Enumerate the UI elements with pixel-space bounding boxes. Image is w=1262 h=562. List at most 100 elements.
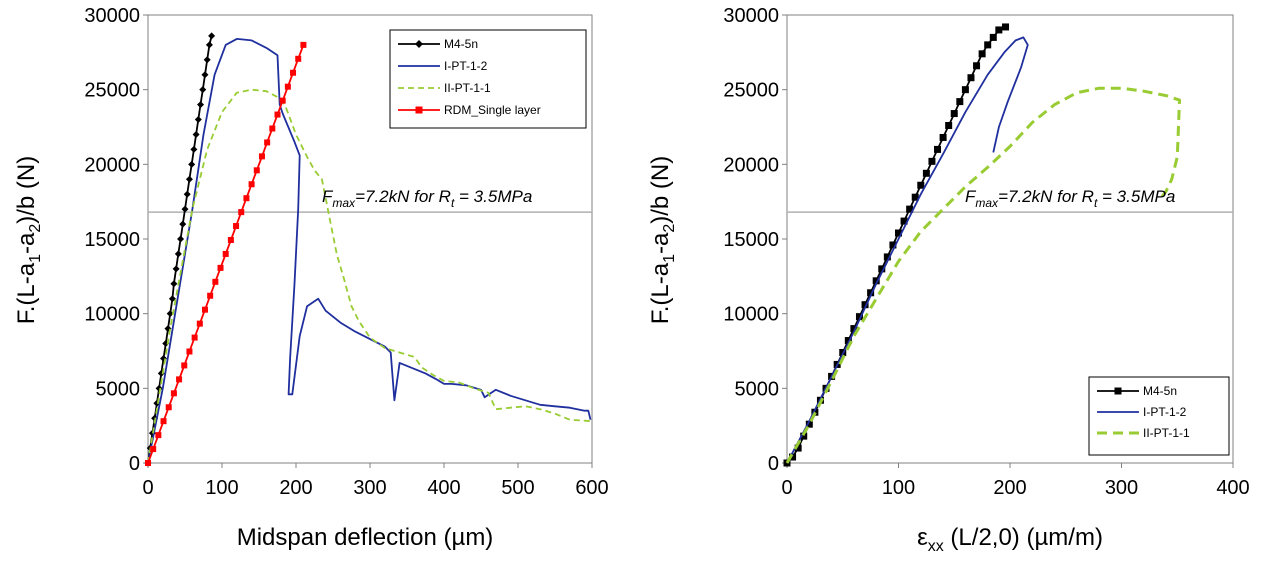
x-tick-label: 400	[1216, 477, 1249, 499]
x-tick-label: 600	[575, 477, 608, 499]
y-axis-title-right: F.(L-a1-a2)/b (N)	[647, 156, 678, 325]
legend-label: M4-5n	[1143, 384, 1177, 398]
legend-swatch-marker	[415, 40, 423, 48]
legend-label: I-PT-1-2	[1143, 405, 1187, 419]
data-point	[199, 86, 207, 94]
data-point	[186, 348, 193, 355]
data-point	[989, 33, 997, 41]
y-tick-label: 15000	[723, 229, 779, 251]
data-point	[191, 334, 198, 341]
data-point	[274, 111, 281, 118]
data-point	[197, 101, 205, 109]
series-line	[785, 86, 1181, 464]
data-point	[984, 41, 992, 49]
x-axis-title-left: Midspan deflection (µm)	[237, 524, 494, 551]
data-point	[934, 145, 942, 153]
data-point	[867, 289, 875, 297]
data-point	[183, 190, 191, 198]
data-point	[190, 145, 198, 153]
chart-panel-1: 0 5000 10000 15000 20000 25000 30000 0 100 200 300…	[84, 5, 608, 499]
annotation-f: F	[322, 187, 334, 206]
y-tick-label: 30000	[84, 5, 140, 27]
data-point	[258, 153, 265, 160]
y-tick-label: 20000	[723, 154, 779, 176]
y-tick-label: 0	[768, 453, 779, 475]
data-point	[196, 320, 203, 327]
data-point	[295, 55, 302, 62]
x-tick-label: 100	[882, 477, 915, 499]
data-point	[243, 195, 250, 202]
data-point	[284, 83, 291, 90]
series-line	[786, 36, 1029, 464]
data-point	[208, 32, 216, 40]
series-line	[147, 35, 213, 464]
data-point	[166, 310, 174, 318]
x-tick-label: 200	[279, 477, 312, 499]
annotation-sub-max: max	[332, 196, 356, 210]
data-point	[192, 130, 200, 138]
x-axis-title-right: εxx (L/2,0) (µm/m)	[917, 524, 1103, 555]
data-point	[253, 167, 260, 174]
ylabel-sub: 2	[661, 224, 678, 233]
legend-box	[389, 29, 587, 129]
series-line	[147, 38, 592, 464]
data-point	[181, 362, 188, 369]
series-ii-pt-1-1	[785, 86, 1181, 464]
y-tick-label: 10000	[84, 304, 140, 326]
ylabel-part: F.(L-a	[13, 262, 40, 324]
data-point	[160, 354, 168, 362]
legend-box	[1088, 376, 1230, 456]
data-point	[279, 97, 286, 104]
annotation-sub-t: t	[451, 196, 455, 210]
data-point	[917, 181, 925, 189]
data-point	[150, 446, 157, 453]
data-point	[172, 265, 180, 273]
data-point	[883, 253, 891, 261]
y-tick-label: 30000	[723, 5, 779, 27]
data-point	[238, 209, 245, 216]
legend-label: II-PT-1-1	[444, 81, 491, 95]
data-point	[165, 404, 172, 411]
legend-label: II-PT-1-1	[1143, 426, 1190, 440]
data-point	[194, 116, 202, 124]
x-tick-label: 400	[427, 477, 460, 499]
data-point	[160, 418, 167, 425]
x-tick-label: 300	[1105, 477, 1138, 499]
data-point	[185, 175, 193, 183]
data-point	[205, 41, 213, 49]
fmax-annotation: Fmax=7.2kN for Rt = 3.5MPa	[322, 187, 532, 210]
y-tick-label: 15000	[84, 229, 140, 251]
data-point	[956, 98, 964, 106]
data-point	[174, 250, 182, 258]
series-m4-5n	[144, 32, 216, 467]
ylabel-part: F.(L-a	[647, 262, 674, 324]
data-point	[233, 223, 240, 230]
series-line	[147, 88, 593, 464]
legend: M4-5n I-PT-1-2 II-PT-1-1 RDM_Single layer	[389, 29, 587, 129]
ylabel-sub: 1	[661, 254, 678, 263]
data-point	[217, 264, 224, 271]
ylabel-part: -a	[13, 232, 40, 254]
data-point	[290, 69, 297, 76]
y-tick-label: 10000	[723, 304, 779, 326]
data-point	[895, 229, 902, 237]
data-point	[939, 133, 947, 141]
ylabel-sub: 2	[27, 224, 44, 233]
data-point	[201, 71, 209, 79]
data-point	[850, 325, 858, 333]
data-point	[855, 313, 863, 321]
annotation-middle: =7.2kN for R	[998, 187, 1094, 206]
chart-panel-2: 0 5000 10000 15000 20000 25000 30000 0 100 200 300…	[723, 5, 1249, 499]
data-point	[889, 241, 897, 249]
data-point	[945, 122, 953, 130]
xlabel-sub: xx	[928, 538, 944, 555]
x-tick-label: 0	[142, 477, 153, 499]
x-tick-label: 0	[781, 477, 792, 499]
legend-swatch-marker	[415, 106, 423, 114]
data-point	[264, 139, 271, 146]
series-rdm-single-layer	[145, 41, 307, 466]
annotation-middle: =7.2kN for R	[355, 187, 451, 206]
data-point	[878, 265, 886, 273]
annotation-f: F	[965, 187, 977, 206]
